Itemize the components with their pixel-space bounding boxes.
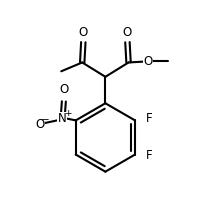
- Text: O: O: [79, 26, 88, 39]
- Text: +: +: [64, 109, 71, 118]
- Text: N: N: [58, 112, 67, 125]
- Text: F: F: [146, 149, 152, 162]
- Text: O: O: [123, 26, 132, 39]
- Text: O: O: [143, 55, 153, 68]
- Text: F: F: [146, 112, 152, 125]
- Text: −: −: [41, 115, 49, 125]
- Text: O: O: [35, 118, 45, 131]
- Text: O: O: [59, 83, 69, 96]
